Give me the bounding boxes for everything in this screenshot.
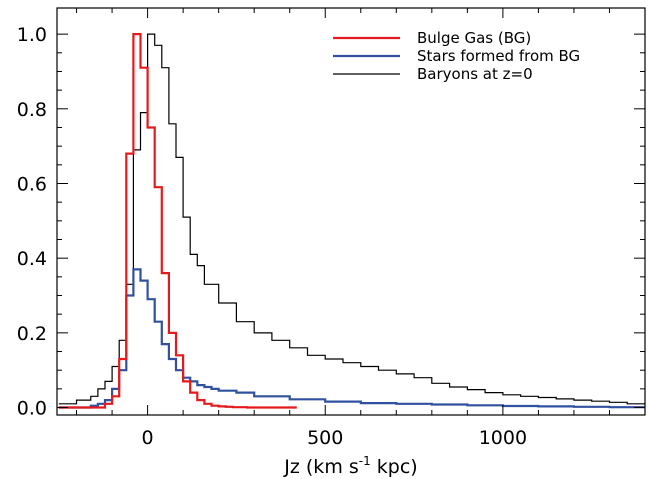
series-line-0 [58, 33, 297, 409]
x-axis-label-sup: -1 [359, 454, 371, 468]
x-axis-label: Jz (km s-1 kpc) [283, 454, 417, 478]
series-line-2 [58, 33, 646, 405]
legend-label: Stars formed from BG [417, 47, 580, 65]
series-line-1 [58, 268, 645, 409]
x-axis-label-tail: kpc) [371, 456, 418, 478]
tick-labels-layer: 0 500 1000 0.0 0.2 0.4 0.6 0.8 1.0 [17, 24, 527, 449]
y-tick-label: 0.2 [17, 323, 47, 345]
y-tick-label: 0.6 [17, 173, 47, 195]
plot-frame [56, 7, 646, 416]
y-tick-label: 0.8 [17, 99, 47, 121]
x-tick-label: 1000 [479, 427, 527, 449]
x-axis-label-main: Jz (km s [283, 456, 358, 478]
legend-label: Baryons at z=0 [417, 65, 533, 83]
legend-label: Bulge Gas (BG) [417, 29, 531, 47]
y-tick-label: 0.4 [17, 248, 47, 270]
y-tick-label: 0.0 [17, 398, 47, 420]
legend: Bulge Gas (BG)Stars formed from BGBaryon… [333, 29, 580, 83]
series-layer [58, 33, 646, 409]
y-tick-label: 1.0 [17, 24, 47, 46]
ticks-layer [57, 8, 646, 415]
x-tick-label: 0 [142, 427, 154, 449]
x-tick-label: 500 [307, 427, 343, 449]
